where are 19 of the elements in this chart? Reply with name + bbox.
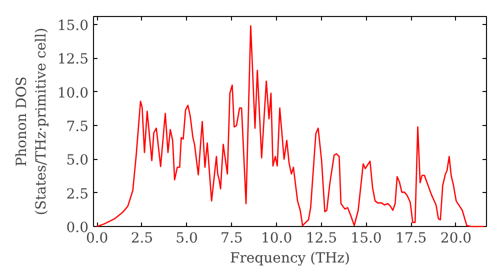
x-tick-label: 12.5 <box>306 230 337 246</box>
line-series <box>96 25 484 228</box>
x-tick-label: 10.0 <box>260 230 292 246</box>
x-tick-label: 15.0 <box>350 230 382 246</box>
y-tick-label: 15.0 <box>57 18 88 34</box>
y-tick-label: 2.5 <box>66 186 88 202</box>
y-tick-label: 0.0 <box>66 220 88 236</box>
x-tick-label: 5.0 <box>176 230 198 246</box>
y-tick-label: 5.0 <box>66 152 88 169</box>
x-tick-label: 7.5 <box>220 230 243 246</box>
x-axis-title: Frequency (THz) <box>230 250 350 266</box>
y-axis-title: Phonon DOS (States/THz·primitive cell) <box>14 28 50 216</box>
x-tick-label: 20.0 <box>440 230 472 246</box>
y-tick-label: 7.5 <box>66 119 88 136</box>
x-tick-label: 17.5 <box>396 230 427 246</box>
y-tick-label: 12.5 <box>57 52 88 68</box>
x-tick-label: 2.5 <box>130 230 154 246</box>
x-tick-label: 0.0 <box>86 230 108 246</box>
y-tick-label: 10.0 <box>57 85 88 102</box>
